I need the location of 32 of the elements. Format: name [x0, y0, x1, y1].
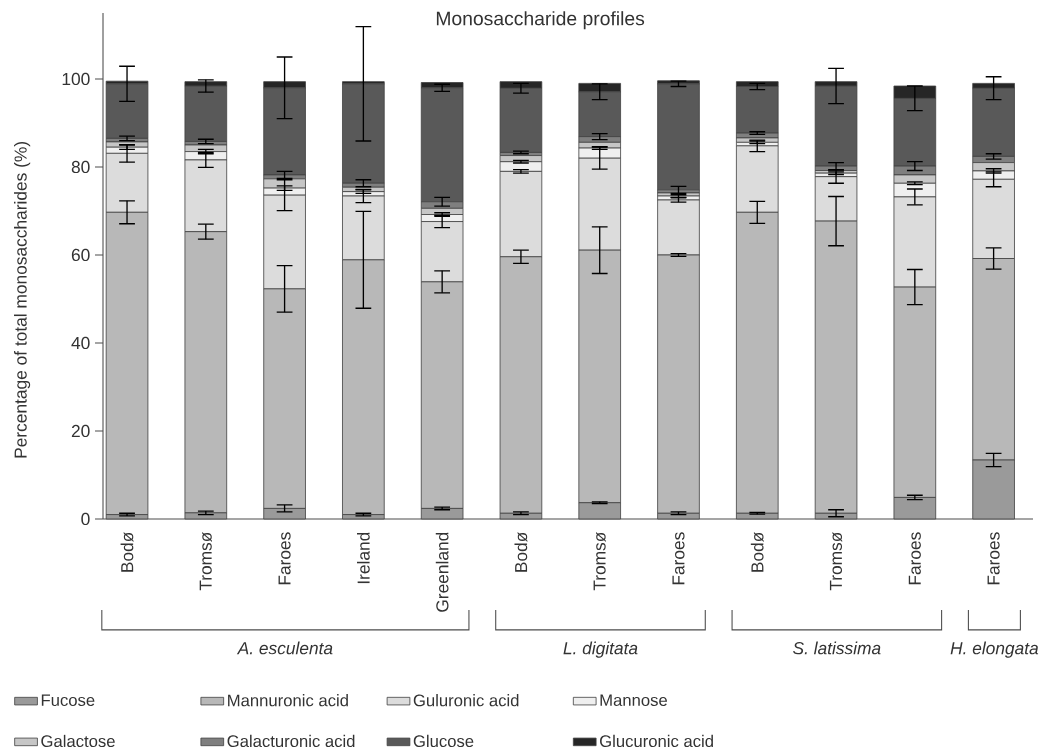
legend-label: Mannuronic acid	[228, 694, 348, 707]
legend-label: Fucose	[41, 694, 95, 707]
y-tick-label: 60	[71, 248, 90, 262]
text: A. esculenta	[236, 641, 333, 655]
x-tick-label: Bodø	[514, 532, 528, 572]
legend-label: Glucuronic acid	[600, 734, 713, 748]
text: L. digitata	[563, 641, 638, 658]
chart-title: Monosaccharide profiles	[436, 11, 645, 30]
x-tick-label: Greenland	[435, 532, 449, 612]
x-tick-label: Tromsø	[593, 532, 606, 591]
x-tick-label: Tromsø	[199, 532, 212, 591]
x-tick-label: Faroes	[672, 532, 685, 585]
legend-label: Guluronic acid	[413, 694, 519, 707]
x-tick-label: Ireland	[357, 532, 370, 584]
x-tick-label: Faroes	[278, 532, 291, 585]
y-axis-title: Percentage of total monosaccharides (%)	[14, 142, 31, 458]
y-tick-label: 40	[71, 336, 90, 350]
text: H. elongata	[950, 641, 1039, 658]
legend-label: Glucose	[413, 734, 474, 748]
x-tick-label: Tromsø	[829, 532, 843, 591]
y-tick-label: 100	[62, 72, 90, 86]
x-tick-label: Bodø	[120, 532, 134, 572]
y-tick-label: 0	[81, 512, 90, 526]
x-tick-label: Faroes	[987, 532, 1000, 585]
x-tick-label: Faroes	[908, 532, 921, 585]
legend-label: Galacturonic acid	[227, 734, 355, 748]
legend-label: Mannose	[600, 694, 667, 707]
legend-label: Galactose	[41, 734, 115, 748]
y-tick-label: 80	[71, 160, 90, 174]
text: S. latissima	[793, 641, 881, 655]
y-tick-label: 20	[71, 424, 90, 438]
x-tick-label: Bodø	[750, 532, 764, 572]
